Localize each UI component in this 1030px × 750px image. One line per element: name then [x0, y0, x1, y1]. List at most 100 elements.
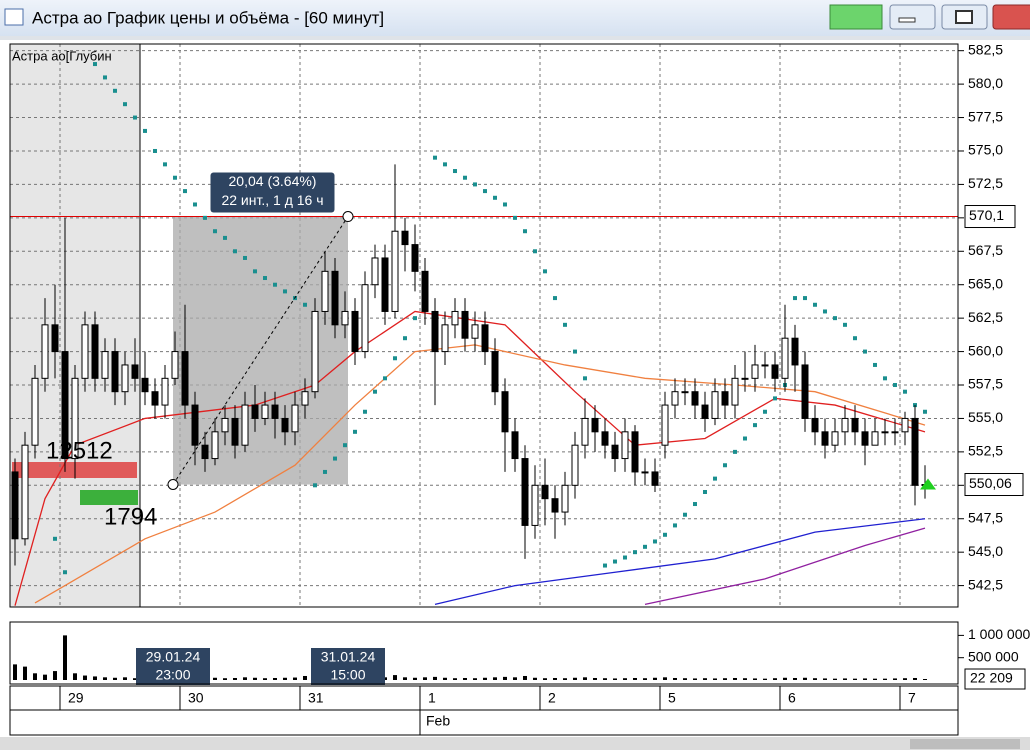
- volume-bar: [303, 675, 307, 680]
- volume-bar: [583, 677, 587, 680]
- indicator-line: [644, 527, 926, 605]
- sar-dot: [233, 249, 237, 254]
- sar-dot: [653, 539, 657, 544]
- candle-body: [301, 391, 309, 406]
- depth-bid-bars: [80, 490, 138, 505]
- sar-dot: [883, 376, 887, 381]
- volume-bar: [633, 677, 637, 680]
- volume-bar: [543, 678, 547, 680]
- price-line-label: 570,1: [969, 207, 1004, 223]
- sar-dot: [853, 336, 857, 341]
- minimize-button[interactable]: [889, 4, 936, 30]
- candle-body: [371, 257, 379, 286]
- sar-dot: [143, 128, 147, 133]
- volume-bar: [663, 677, 667, 680]
- scroll-thumb[interactable]: [910, 739, 1020, 749]
- y-tick-label: 545,0: [968, 543, 1003, 559]
- volume-bar: [703, 678, 707, 680]
- sar-dot: [533, 249, 537, 254]
- candle-body: [61, 351, 69, 460]
- candle-body: [71, 377, 79, 460]
- measure-label: 20,04 (3.64%): [229, 173, 317, 189]
- sar-dot: [373, 389, 377, 394]
- candle-body: [691, 391, 699, 406]
- candle-body: [611, 444, 619, 460]
- sar-dot: [683, 512, 687, 517]
- volume-bar: [833, 678, 837, 680]
- volume-bar: [643, 678, 647, 680]
- candle-body: [211, 431, 219, 460]
- volume-bar: [233, 677, 237, 680]
- volume-bar: [43, 674, 47, 680]
- depth-panel: [10, 44, 140, 607]
- y-tick-label: 572,5: [968, 175, 1003, 191]
- candle-body: [51, 324, 59, 353]
- sar-dot: [893, 383, 897, 388]
- volume-bar: [473, 678, 477, 680]
- volume-bar: [253, 677, 257, 680]
- sar-dot: [453, 169, 457, 174]
- candle-body: [111, 351, 119, 393]
- link-button[interactable]: [829, 4, 883, 30]
- volume-bar: [863, 678, 867, 680]
- y-tick-label: 542,5: [968, 576, 1003, 592]
- sar-dot: [633, 550, 637, 555]
- measure-handle: [167, 479, 179, 491]
- candle-body: [161, 377, 169, 406]
- candle-body: [251, 404, 259, 419]
- sar-dot: [113, 88, 117, 93]
- candle-body: [891, 431, 899, 434]
- candle-body: [191, 404, 199, 446]
- sar-dot: [843, 322, 847, 327]
- candle-body: [641, 471, 649, 474]
- sar-dot: [163, 162, 167, 167]
- candle-body: [761, 364, 769, 367]
- sar-dot: [673, 523, 677, 528]
- month-label: Feb: [426, 713, 450, 729]
- sar-dot: [403, 336, 407, 341]
- volume-bar: [113, 677, 117, 680]
- volume-bar: [563, 678, 567, 680]
- volume-bar: [743, 678, 747, 680]
- sar-dot: [353, 429, 357, 434]
- sar-dot: [573, 349, 577, 354]
- close-button[interactable]: [992, 4, 1030, 30]
- depth-bid-label: 1794: [104, 503, 157, 530]
- volume-bar: [103, 677, 107, 680]
- candle-body: [101, 351, 109, 379]
- volume-bar: [23, 666, 27, 680]
- maximize-icon: [955, 10, 973, 24]
- volume-bar: [263, 678, 267, 680]
- volume-bar: [813, 678, 817, 680]
- volume-bar: [393, 675, 397, 680]
- candle-body: [291, 404, 299, 433]
- x-tick-label: 30: [188, 690, 204, 706]
- volume-bar: [533, 677, 537, 680]
- candle-body: [221, 417, 229, 433]
- volume-tick-label: 500 000: [968, 648, 1019, 664]
- sar-dot: [523, 229, 527, 234]
- candle-body: [11, 471, 19, 540]
- volume-bar: [213, 677, 217, 680]
- indicator-line: [434, 518, 926, 605]
- sar-dot: [463, 175, 467, 180]
- sar-dot: [863, 349, 867, 354]
- candle-body: [831, 431, 839, 446]
- candle-body: [131, 364, 139, 379]
- volume-bar: [803, 677, 807, 680]
- sar-dot: [283, 289, 287, 294]
- candle-body: [841, 417, 849, 433]
- candle-body: [351, 310, 359, 353]
- candle-body: [81, 324, 89, 379]
- sar-dot: [263, 276, 267, 281]
- sar-dot: [763, 409, 767, 414]
- current-price-box: [964, 473, 1024, 497]
- candle-body: [911, 417, 919, 486]
- candle-body: [861, 431, 869, 446]
- volume-bar: [893, 678, 897, 680]
- candle-body: [711, 391, 719, 419]
- x-tick-label: 6: [788, 690, 796, 706]
- sar-dot: [613, 559, 617, 564]
- volume-bar: [123, 677, 127, 680]
- volume-bar: [493, 677, 497, 680]
